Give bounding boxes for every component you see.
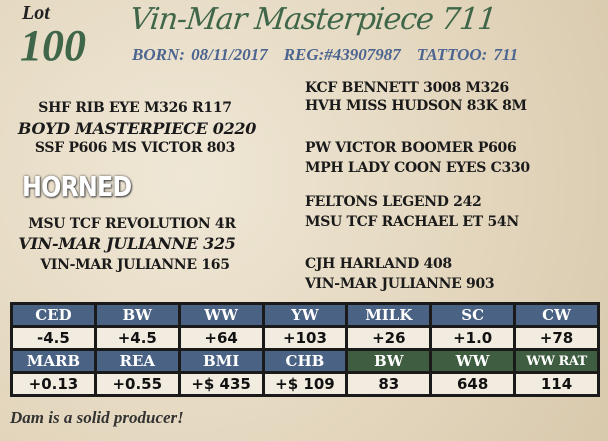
value-cell: +4.5 bbox=[96, 328, 178, 348]
header-cell: CW bbox=[516, 305, 597, 325]
value-cell: +78 bbox=[516, 328, 597, 348]
dam: VIN-MAR JULIANNE 325 bbox=[18, 234, 236, 253]
value-cell: 83 bbox=[348, 374, 430, 394]
value-cell: +64 bbox=[180, 328, 262, 348]
lot-note: Dam is a solid producer! bbox=[10, 408, 184, 427]
epd-value-row-1: -4.5 +4.5 +64 +103 +26 +1.0 +78 bbox=[13, 328, 597, 348]
header-cell: YW bbox=[264, 305, 346, 325]
registration: REG:#43907987 bbox=[283, 45, 401, 64]
epd-header-row-1: CED BW WW YW MILK SC CW bbox=[13, 305, 597, 325]
value-cell: -4.5 bbox=[13, 328, 94, 348]
value-cell: +$ 109 bbox=[264, 374, 346, 394]
value-cell: 648 bbox=[432, 374, 514, 394]
value-cell: 114 bbox=[516, 374, 597, 394]
dam-sire: MSU TCF REVOLUTION 4R bbox=[28, 216, 236, 232]
sire: BOYD MASTERPIECE 0220 bbox=[17, 119, 257, 138]
value-cell: +$ 435 bbox=[180, 374, 262, 394]
header-cell: REA bbox=[96, 351, 178, 371]
header-cell: WW bbox=[180, 305, 262, 325]
animal-info: BORN: 08/11/2017 REG:#43907987 TATTOO: 711 bbox=[132, 45, 534, 65]
pedigree-right: HVH MISS HUDSON 83K 8M bbox=[305, 98, 527, 114]
actual-header-cell: WW RAT bbox=[516, 351, 597, 371]
sire-dam: SSF P606 MS VICTOR 803 bbox=[34, 140, 236, 156]
header-cell: BMI bbox=[180, 351, 262, 371]
pedigree-right: PW VICTOR BOOMER P606 bbox=[305, 140, 517, 156]
pedigree-right: KCF BENNETT 3008 M326 bbox=[305, 80, 509, 96]
pedigree-right: MSU TCF RACHAEL ET 54N bbox=[305, 214, 519, 230]
header-cell: CHB bbox=[264, 351, 346, 371]
header-cell: MILK bbox=[348, 305, 430, 325]
value-cell: +1.0 bbox=[432, 328, 514, 348]
actual-header-cell: WW bbox=[432, 351, 514, 371]
sire-sire: SHF RIB EYE M326 R117 bbox=[38, 100, 232, 116]
header-cell: CED bbox=[13, 305, 94, 325]
header-cell: SC bbox=[432, 305, 514, 325]
epd-header-row-2: MARB REA BMI CHB BW WW WW RAT bbox=[13, 351, 597, 371]
horned-badge: HORNED bbox=[22, 170, 132, 203]
pedigree-right: MPH LADY COON EYES C330 bbox=[305, 160, 530, 176]
pedigree-right: FELTONS LEGEND 242 bbox=[305, 194, 482, 210]
pedigree-right: CJH HARLAND 408 bbox=[305, 256, 452, 272]
header-cell: MARB bbox=[13, 351, 94, 371]
header-cell: BW bbox=[96, 305, 178, 325]
born-date: BORN: 08/11/2017 bbox=[132, 45, 268, 64]
tattoo: TATTOO: 711 bbox=[416, 45, 519, 64]
lot-number: 100 bbox=[20, 21, 86, 70]
actual-header-cell: BW bbox=[348, 351, 430, 371]
value-cell: +0.55 bbox=[96, 374, 178, 394]
pedigree-right: VIN-MAR JULIANNE 903 bbox=[305, 276, 495, 292]
lot-label: Lot bbox=[22, 2, 50, 24]
epd-value-row-2: +0.13 +0.55 +$ 435 +$ 109 83 648 114 bbox=[13, 374, 597, 394]
dam-dam: VIN-MAR JULIANNE 165 bbox=[40, 257, 230, 273]
value-cell: +103 bbox=[264, 328, 346, 348]
epd-table: CED BW WW YW MILK SC CW -4.5 +4.5 +64 +1… bbox=[10, 302, 600, 397]
animal-name: Vin-Mar Masterpiece 711 bbox=[128, 2, 498, 37]
value-cell: +0.13 bbox=[13, 374, 94, 394]
value-cell: +26 bbox=[348, 328, 430, 348]
